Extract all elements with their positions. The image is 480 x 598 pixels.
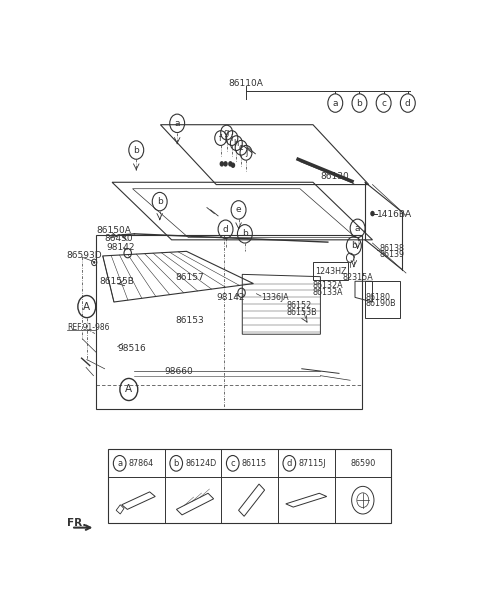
Text: 1416BA: 1416BA xyxy=(377,210,412,219)
Text: 86133A: 86133A xyxy=(313,288,344,297)
Circle shape xyxy=(228,161,233,167)
Text: b: b xyxy=(351,242,357,251)
Text: c: c xyxy=(381,99,386,108)
Text: 1243HZ: 1243HZ xyxy=(315,267,347,276)
Circle shape xyxy=(370,211,375,216)
Text: 87115J: 87115J xyxy=(299,459,326,468)
Text: 86124D: 86124D xyxy=(185,459,216,468)
Text: 86153B: 86153B xyxy=(287,307,318,316)
Text: 98142: 98142 xyxy=(216,293,245,302)
Text: d: d xyxy=(405,99,411,108)
Text: 86150A: 86150A xyxy=(96,225,132,234)
Text: 86180: 86180 xyxy=(365,293,390,302)
Text: g: g xyxy=(224,128,229,137)
Text: 86110A: 86110A xyxy=(228,79,264,89)
Text: 86139: 86139 xyxy=(379,250,404,259)
Text: d: d xyxy=(223,225,228,234)
Text: i: i xyxy=(231,133,233,142)
Text: b: b xyxy=(242,230,248,239)
Circle shape xyxy=(219,161,224,167)
Text: 86130: 86130 xyxy=(321,172,349,181)
Text: REF.91-986: REF.91-986 xyxy=(67,323,110,332)
Text: c: c xyxy=(239,144,243,152)
Text: h: h xyxy=(234,139,239,148)
Text: b: b xyxy=(357,99,362,108)
Text: 86157: 86157 xyxy=(175,273,204,282)
Text: f: f xyxy=(219,133,222,142)
Text: 82315A: 82315A xyxy=(343,273,373,282)
Text: e: e xyxy=(236,205,241,215)
Circle shape xyxy=(223,161,228,167)
Text: FR.: FR. xyxy=(67,518,86,528)
Text: d: d xyxy=(287,459,292,468)
Text: 86593D: 86593D xyxy=(67,251,102,261)
Text: 86138: 86138 xyxy=(379,243,404,252)
Text: 98142: 98142 xyxy=(107,243,135,252)
Text: b: b xyxy=(174,459,179,468)
Text: a: a xyxy=(333,99,338,108)
Text: 86155B: 86155B xyxy=(99,277,134,286)
Text: b: b xyxy=(133,145,139,154)
Text: A: A xyxy=(125,385,132,395)
Text: 86152: 86152 xyxy=(287,301,312,310)
Text: 98660: 98660 xyxy=(164,368,193,377)
Text: 86190B: 86190B xyxy=(365,300,396,309)
Text: 98516: 98516 xyxy=(118,343,146,353)
Text: 86132A: 86132A xyxy=(313,282,344,291)
Text: 86430: 86430 xyxy=(105,234,133,243)
Text: a: a xyxy=(355,224,360,233)
Text: 86115: 86115 xyxy=(242,459,267,468)
Text: 86153: 86153 xyxy=(175,316,204,325)
Circle shape xyxy=(231,163,235,168)
Text: c: c xyxy=(230,459,235,468)
Text: a: a xyxy=(174,119,180,128)
Text: 87864: 87864 xyxy=(129,459,154,468)
Text: 1336JA: 1336JA xyxy=(261,293,288,302)
Text: b: b xyxy=(157,197,163,206)
Circle shape xyxy=(93,261,96,264)
Text: 86590: 86590 xyxy=(350,459,375,468)
Text: a: a xyxy=(117,459,122,468)
Text: j: j xyxy=(245,148,247,157)
Text: A: A xyxy=(83,301,90,312)
